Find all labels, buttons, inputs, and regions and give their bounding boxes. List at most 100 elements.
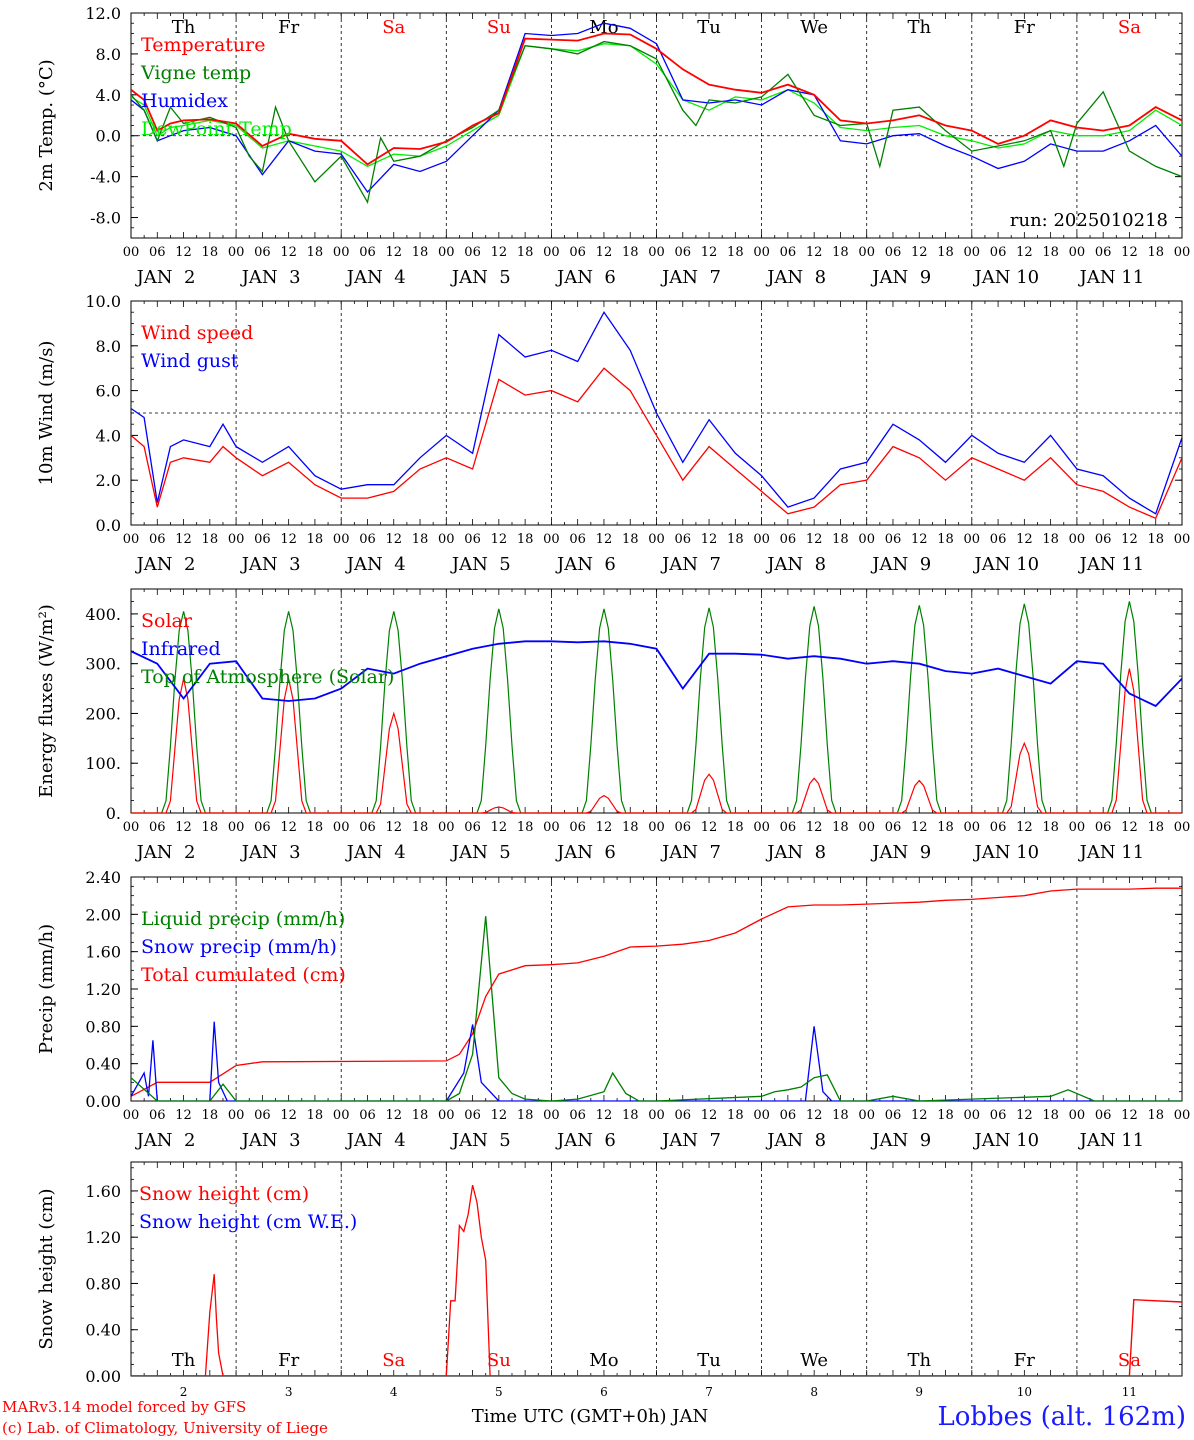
x-hour-label: 12 (385, 1108, 402, 1123)
x-hour-label: 06 (675, 1108, 692, 1123)
x-date-label: JAN 3 (240, 267, 301, 288)
x-hour-label: 00 (438, 245, 455, 260)
x-hour-label: 18 (727, 532, 744, 547)
legend-label: Liquid precip (mm/h) (141, 908, 345, 930)
x-hour-label: 00 (123, 245, 140, 260)
x-hour-label: 00 (438, 532, 455, 547)
x-hour-label: 06 (464, 1108, 481, 1123)
x-date-label: JAN 5 (450, 554, 511, 575)
series-humidex (131, 22, 1182, 194)
weekday-label: Sa (382, 1350, 405, 1371)
y-tick-label: 0.40 (85, 1055, 121, 1074)
weekday-label: Mo (589, 1350, 618, 1371)
x-hour-label: 00 (333, 820, 350, 835)
y-tick-label: 6.0 (96, 382, 121, 401)
x-hour-label: 18 (517, 245, 534, 260)
y-tick-label: 2.40 (85, 868, 121, 887)
x-hour-label: 18 (1147, 245, 1164, 260)
x-date-label: JAN 11 (1078, 842, 1145, 863)
weekday-label: Fr (1014, 17, 1035, 38)
y-tick-label: 0. (106, 804, 121, 823)
x-hour-label: 12 (596, 1108, 613, 1123)
x-hour-label: 00 (123, 820, 140, 835)
x-hour-label: 12 (280, 820, 297, 835)
x-hour-label: 06 (990, 1108, 1007, 1123)
x-hour-label: 12 (491, 532, 508, 547)
x-hour-label: 12 (1121, 820, 1138, 835)
x-hour-label: 00 (1069, 1108, 1086, 1123)
y-tick-label: 4.0 (96, 86, 121, 105)
x-hour-label: 06 (780, 1108, 797, 1123)
x-hour-label: 00 (964, 532, 981, 547)
x-date-label: JAN 7 (660, 1130, 721, 1151)
x-hour-label: 06 (1095, 532, 1112, 547)
x-hour-label: 00 (858, 1108, 875, 1123)
x-date-label: JAN 5 (450, 267, 511, 288)
x-date-label: JAN 3 (240, 842, 301, 863)
x-hour-label: 18 (307, 245, 324, 260)
x-day-number: 8 (810, 1385, 818, 1399)
legend-label: Wind gust (141, 350, 239, 372)
y-axis-label: Precip (mm/h) (36, 924, 57, 1054)
x-hour-label: 00 (858, 245, 875, 260)
x-day-number: 3 (285, 1385, 293, 1399)
x-day-number: 9 (915, 1385, 923, 1399)
y-tick-label: 300. (85, 655, 121, 674)
x-hour-label: 18 (1147, 1108, 1164, 1123)
x-hour-label: 12 (175, 1108, 192, 1123)
x-hour-label: 12 (1016, 820, 1033, 835)
x-hour-label: 18 (412, 1108, 429, 1123)
x-hour-label: 18 (832, 532, 849, 547)
y-tick-label: 8.0 (96, 337, 121, 356)
x-hour-label: 00 (438, 820, 455, 835)
panel-snow: 0.00 0.40 0.80 1.20 1.60 Snow height (cm) Th Fr… (36, 1161, 1183, 1427)
x-hour-label: 06 (254, 1108, 271, 1123)
station-name: Lobbes (alt. 162m) (937, 1402, 1186, 1432)
x-hour-label: 12 (280, 245, 297, 260)
x-hour-label: 12 (596, 532, 613, 547)
weekday-label: Mo (589, 17, 618, 38)
y-tick-label: 4.0 (96, 426, 121, 445)
y-tick-label: 200. (85, 704, 121, 723)
x-hour-label: 06 (569, 245, 586, 260)
x-hour-label: 00 (753, 1108, 770, 1123)
x-hour-label: 12 (806, 820, 823, 835)
x-hour-label: 18 (202, 245, 219, 260)
x-date-label: JAN 11 (1078, 267, 1145, 288)
weekday-label: Th (172, 17, 196, 38)
x-date-label: JAN 11 (1078, 1130, 1145, 1151)
x-day-number: 11 (1122, 1385, 1137, 1399)
x-hour-label: 06 (149, 245, 166, 260)
x-hour-label: 06 (885, 1108, 902, 1123)
x-hour-label: 06 (569, 1108, 586, 1123)
y-tick-label: 1.60 (85, 943, 121, 962)
x-hour-label: 00 (333, 245, 350, 260)
x-hour-label: 18 (622, 820, 639, 835)
x-hour-label: 06 (359, 532, 376, 547)
y-tick-label: 8.0 (96, 45, 121, 64)
legend-label: Vigne temp (140, 62, 251, 84)
x-date-label: JAN 6 (555, 842, 616, 863)
weekday-label: Su (487, 17, 511, 38)
x-hour-label: 00 (753, 532, 770, 547)
x-date-label: JAN 5 (450, 1130, 511, 1151)
weekday-label: Th (172, 1350, 196, 1371)
x-hour-label: 18 (832, 245, 849, 260)
panel-wind: 0.0 2.0 4.0 6.0 8.0 10.0 10m Wind (m/s) 00 06 12 1… (36, 292, 1190, 575)
y-tick-label: 100. (85, 754, 121, 773)
x-hour-label: 12 (911, 1108, 928, 1123)
series-vigne-temp (131, 40, 1182, 205)
x-hour-label: 06 (359, 245, 376, 260)
x-hour-label: 00 (333, 532, 350, 547)
x-date-label: JAN 7 (660, 267, 721, 288)
x-hour-label: 18 (727, 245, 744, 260)
x-hour-label: 12 (701, 532, 718, 547)
x-hour-label: 12 (596, 245, 613, 260)
x-hour-label: 18 (517, 820, 534, 835)
x-hour-label: 18 (1042, 1108, 1059, 1123)
y-axis-label: 10m Wind (m/s) (36, 341, 57, 486)
x-hour-label: 00 (228, 820, 245, 835)
panel-precip: 0.00 0.40 0.80 1.20 1.60 2.00 2.40 Precip (mm/h… (36, 868, 1190, 1151)
x-hour-label: 00 (123, 1108, 140, 1123)
y-tick-label: 400. (85, 605, 121, 624)
